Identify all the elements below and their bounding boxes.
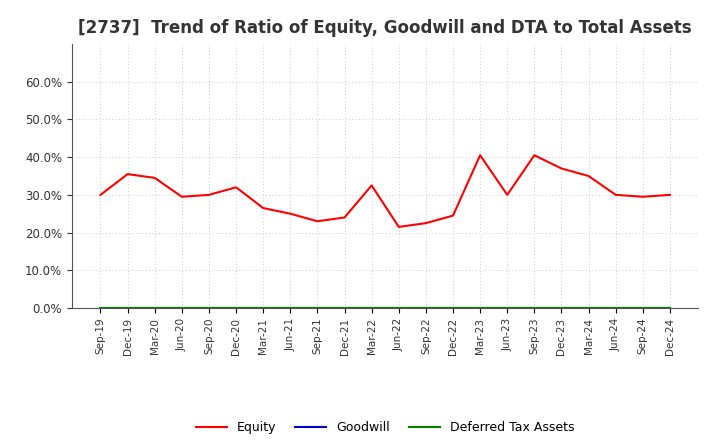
Goodwill: [232, 305, 240, 311]
Equity: [313, 219, 322, 224]
Goodwill: [611, 305, 620, 311]
Equity: [584, 173, 593, 179]
Equity: [232, 185, 240, 190]
Goodwill: [449, 305, 457, 311]
Deferred Tax Assets: [178, 305, 186, 311]
Line: Equity: Equity: [101, 155, 670, 227]
Goodwill: [96, 305, 105, 311]
Goodwill: [313, 305, 322, 311]
Goodwill: [530, 305, 539, 311]
Deferred Tax Assets: [611, 305, 620, 311]
Deferred Tax Assets: [421, 305, 430, 311]
Equity: [204, 192, 213, 198]
Equity: [150, 175, 159, 180]
Goodwill: [259, 305, 268, 311]
Deferred Tax Assets: [367, 305, 376, 311]
Deferred Tax Assets: [96, 305, 105, 311]
Goodwill: [639, 305, 647, 311]
Equity: [178, 194, 186, 199]
Deferred Tax Assets: [313, 305, 322, 311]
Deferred Tax Assets: [341, 305, 349, 311]
Deferred Tax Assets: [584, 305, 593, 311]
Deferred Tax Assets: [232, 305, 240, 311]
Equity: [96, 192, 105, 198]
Legend: Equity, Goodwill, Deferred Tax Assets: Equity, Goodwill, Deferred Tax Assets: [191, 416, 580, 439]
Deferred Tax Assets: [476, 305, 485, 311]
Goodwill: [178, 305, 186, 311]
Equity: [639, 194, 647, 199]
Goodwill: [584, 305, 593, 311]
Equity: [476, 153, 485, 158]
Goodwill: [665, 305, 674, 311]
Goodwill: [204, 305, 213, 311]
Deferred Tax Assets: [639, 305, 647, 311]
Equity: [530, 153, 539, 158]
Title: [2737]  Trend of Ratio of Equity, Goodwill and DTA to Total Assets: [2737] Trend of Ratio of Equity, Goodwil…: [78, 19, 692, 37]
Goodwill: [421, 305, 430, 311]
Equity: [557, 166, 566, 171]
Deferred Tax Assets: [259, 305, 268, 311]
Deferred Tax Assets: [449, 305, 457, 311]
Goodwill: [503, 305, 511, 311]
Equity: [395, 224, 403, 230]
Deferred Tax Assets: [530, 305, 539, 311]
Equity: [611, 192, 620, 198]
Goodwill: [367, 305, 376, 311]
Equity: [449, 213, 457, 218]
Equity: [123, 172, 132, 177]
Goodwill: [150, 305, 159, 311]
Deferred Tax Assets: [150, 305, 159, 311]
Goodwill: [395, 305, 403, 311]
Deferred Tax Assets: [286, 305, 294, 311]
Equity: [503, 192, 511, 198]
Deferred Tax Assets: [503, 305, 511, 311]
Equity: [421, 220, 430, 226]
Equity: [341, 215, 349, 220]
Deferred Tax Assets: [395, 305, 403, 311]
Deferred Tax Assets: [204, 305, 213, 311]
Goodwill: [341, 305, 349, 311]
Goodwill: [557, 305, 566, 311]
Deferred Tax Assets: [557, 305, 566, 311]
Equity: [665, 192, 674, 198]
Equity: [259, 205, 268, 211]
Equity: [367, 183, 376, 188]
Goodwill: [123, 305, 132, 311]
Equity: [286, 211, 294, 216]
Goodwill: [476, 305, 485, 311]
Goodwill: [286, 305, 294, 311]
Deferred Tax Assets: [123, 305, 132, 311]
Deferred Tax Assets: [665, 305, 674, 311]
